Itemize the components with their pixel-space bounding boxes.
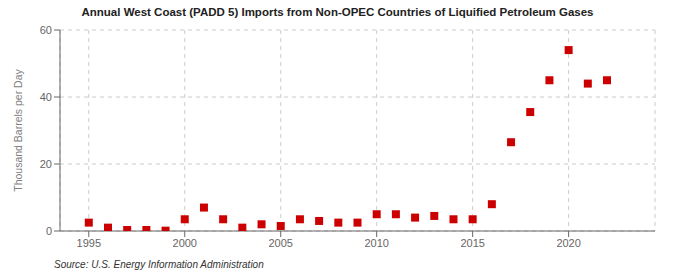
svg-text:20: 20 [40, 158, 52, 170]
svg-text:2020: 2020 [556, 237, 580, 249]
svg-text:2000: 2000 [173, 237, 197, 249]
html-text:Source: U.S. Energy Informatio: Source: U.S. Energy Information Administ… [54, 259, 264, 270]
svg-text:1995: 1995 [77, 237, 101, 249]
svg-text:60: 60 [40, 24, 52, 36]
svg-text:Thousand Barrels per Day: Thousand Barrels per Day [12, 68, 24, 191]
html-text:Annual West Coast (PADD 5) Imp: Annual West Coast (PADD 5) Imports from … [81, 6, 594, 18]
svg-text:40: 40 [40, 91, 52, 103]
svg-text:2010: 2010 [364, 237, 388, 249]
svg-text:2015: 2015 [460, 237, 484, 249]
svg-text:2005: 2005 [268, 237, 292, 249]
svg-text:0: 0 [46, 225, 52, 237]
